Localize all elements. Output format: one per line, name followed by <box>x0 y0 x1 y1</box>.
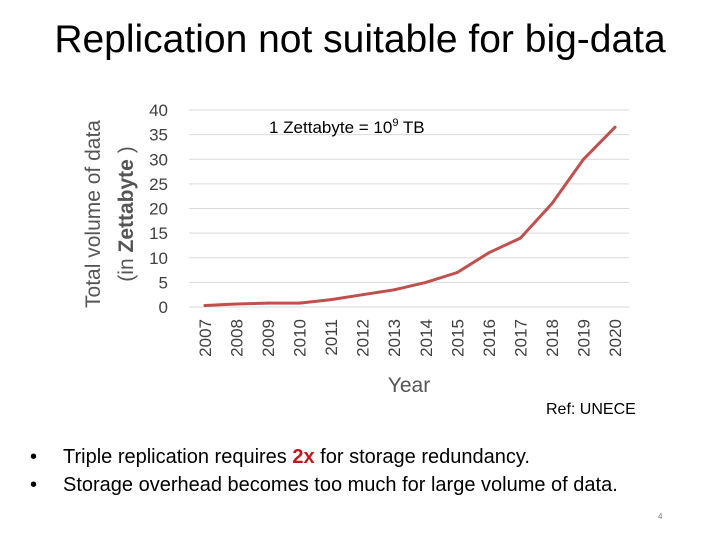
y-unit-prefix: (in <box>115 253 138 282</box>
data-point <box>203 304 207 308</box>
annotation-suffix: TB <box>398 118 424 137</box>
y-unit-suffix: ) <box>115 146 138 159</box>
x-tick-label: 2008 <box>228 319 247 357</box>
slide-title: Replication not suitable for big-data <box>54 18 666 61</box>
y-tick-label: 20 <box>149 200 168 219</box>
data-point <box>392 288 396 292</box>
bullet-item: • Storage overhead becomes too much for l… <box>30 471 618 499</box>
y-tick-label: 0 <box>159 298 168 317</box>
page-number: 4 <box>658 512 663 521</box>
data-point <box>266 301 270 305</box>
x-tick-label: 2013 <box>385 319 404 357</box>
data-point <box>487 251 491 255</box>
x-tick-label: 2012 <box>354 319 373 357</box>
x-tick-label: 2014 <box>417 319 436 357</box>
data-point <box>581 157 585 161</box>
x-tick-labels: 2007 2008 2009 2010 2011 2012 2013 2014 2015 2016… <box>196 319 625 357</box>
data-point <box>298 301 302 305</box>
bullet-text-end: for storage redundancy. <box>314 446 530 468</box>
x-tick-label: 2015 <box>448 319 467 357</box>
bullet-marker: • <box>30 446 38 468</box>
bullet-list: • Triple replication requires 2x for stor… <box>30 443 618 499</box>
data-point <box>518 236 522 240</box>
y-axis-label: Total volume of data <box>82 120 105 308</box>
x-tick-label: 2017 <box>511 319 530 357</box>
y-tick-label: 25 <box>149 175 168 194</box>
y-tick-label: 35 <box>149 126 168 145</box>
bullet-text: Storage overhead becomes too much for la… <box>63 474 618 496</box>
bullet-item: • Triple replication requires 2x for stor… <box>30 443 618 471</box>
x-tick-label: 2016 <box>480 319 499 357</box>
x-tick-label: 2010 <box>291 319 310 357</box>
data-volume-chart: 0 5 10 15 20 25 30 35 40 2007 2008 2009 2010 2011 201… <box>82 101 629 397</box>
data-point <box>361 293 365 297</box>
annotation-text: 1 Zettabyte = 109 TB <box>269 117 425 137</box>
x-tick-label: 2011 <box>322 319 341 356</box>
data-points <box>203 125 617 308</box>
y-tick-label: 5 <box>159 273 168 292</box>
x-tick-label: 2019 <box>574 319 593 357</box>
grid-lines <box>189 109 629 308</box>
data-point <box>455 271 459 275</box>
y-tick-labels: 0 5 10 15 20 25 30 35 40 <box>149 101 168 317</box>
y-tick-label: 40 <box>149 101 168 120</box>
x-tick-label: 2020 <box>606 319 625 357</box>
highlight-2x: 2x <box>292 446 315 468</box>
y-tick-label: 10 <box>149 249 168 268</box>
data-point <box>424 280 428 284</box>
reference-note: Ref: UNECE <box>546 401 636 418</box>
bullet-text-start: Triple replication requires <box>63 446 293 468</box>
x-tick-label: 2007 <box>196 319 215 357</box>
y-tick-label: 15 <box>149 224 168 243</box>
data-point <box>550 202 554 206</box>
annotation-superscript: 9 <box>392 117 398 129</box>
y-unit-bold: Zettabyte <box>115 159 138 252</box>
x-axis-label: Year <box>388 374 430 397</box>
series-line <box>203 125 617 307</box>
y-tick-label: 30 <box>149 150 168 169</box>
x-tick-label: 2009 <box>259 319 278 357</box>
data-point <box>329 298 333 302</box>
annotation-prefix: 1 Zettabyte = 10 <box>269 118 392 137</box>
data-point <box>235 302 239 306</box>
bullet-marker: • <box>30 474 38 496</box>
data-point <box>613 125 617 129</box>
y-axis-label-unit: (in Zettabyte ) <box>115 146 138 281</box>
x-tick-label: 2018 <box>543 319 562 357</box>
